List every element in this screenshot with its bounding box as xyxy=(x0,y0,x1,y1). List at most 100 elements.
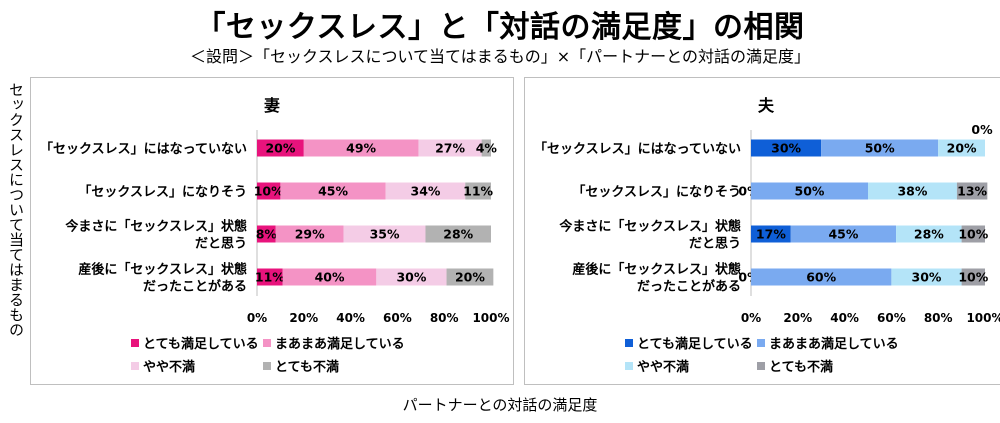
husband-category-label: 産後に「セックスレス」状態だったことがある xyxy=(572,262,741,295)
husband-category-label: 「セックスレス」にはなっていない xyxy=(534,141,741,157)
husband-data-label: 10% xyxy=(958,227,988,242)
husband-legend-swatch xyxy=(625,339,633,347)
husband-legend-swatch xyxy=(757,339,765,347)
husband-legend-item: とても満足している xyxy=(625,337,753,353)
wife-x-tick-label: 20% xyxy=(289,311,318,325)
wife-legend-item: やや不満 xyxy=(131,360,195,376)
wife-bar-segment xyxy=(385,182,466,200)
husband-data-label: 30% xyxy=(912,270,942,285)
wife-data-label: 20% xyxy=(455,270,485,285)
wife-data-label: 4% xyxy=(476,141,498,156)
husband-data-label: 20% xyxy=(947,141,977,156)
chart-subtitle: ＜設問＞「セックスレスについて当てはまるもの」×「パートナーとの対話の満足度」 xyxy=(190,47,810,66)
wife-data-label: 10% xyxy=(254,184,284,199)
husband-bar-chart: 「セックスレス」にはなっていない 30% 50% 20% 0% 「セックスレス」になりそう… xyxy=(534,122,1000,325)
wife-data-label: 29% xyxy=(295,227,325,242)
wife-chart-title: 妻 xyxy=(263,96,280,115)
husband-x-tick-label: 100% xyxy=(966,311,1000,325)
wife-bar-segment xyxy=(257,268,283,286)
husband-legend-label: とても満足している xyxy=(637,337,753,352)
wife-data-label: 11% xyxy=(463,184,493,199)
wife-legend-label: やや不満 xyxy=(143,360,196,375)
wife-data-label: 20% xyxy=(265,141,295,156)
husband-data-label: 30% xyxy=(771,141,801,156)
wife-bar-segment xyxy=(257,139,304,157)
husband-x-tick-label: 20% xyxy=(783,311,812,325)
husband-legend-label: とても不満 xyxy=(769,360,833,375)
husband-bar-segment xyxy=(938,139,985,157)
husband-x-tick-label: 80% xyxy=(924,311,953,325)
husband-legend-item: とても不満 xyxy=(757,360,833,376)
wife-category-label: 産後に「セックスレス」状態だったことがある xyxy=(78,262,247,295)
wife-bar-segment xyxy=(446,268,494,286)
husband-bar-segment xyxy=(961,268,985,286)
husband-bar-segment xyxy=(961,225,985,243)
husband-bar-segment xyxy=(790,225,897,243)
wife-bar-segment xyxy=(465,182,491,200)
wife-data-label: 49% xyxy=(346,141,376,156)
husband-bar-segment xyxy=(891,268,962,286)
husband-data-label: 10% xyxy=(958,270,988,285)
husband-data-label: 0% xyxy=(971,122,993,137)
wife-bar-segment xyxy=(343,225,426,243)
wife-legend-swatch xyxy=(131,362,139,370)
wife-chart-panel: 妻 「セックスレス」にはなっていない 20% 49% 27% 4% 「セックスレス」になり… xyxy=(30,77,514,385)
wife-x-tick-label: 100% xyxy=(472,311,509,325)
wife-data-label: 34% xyxy=(411,184,441,199)
wife-data-label: 45% xyxy=(318,184,348,199)
wife-x-tick-label: 80% xyxy=(430,311,459,325)
wife-legend-label: とても満足している xyxy=(143,337,259,352)
wife-bar-segment xyxy=(425,225,491,243)
husband-bar-segment xyxy=(751,182,868,200)
wife-data-label: 30% xyxy=(396,270,426,285)
wife-bar-segment xyxy=(275,225,344,243)
wife-bar-segment xyxy=(282,268,377,286)
wife-data-label: 40% xyxy=(315,270,345,285)
wife-bar-segment xyxy=(481,139,491,157)
chart-title: 「セックスレス」と「対話の満足度」の相関 xyxy=(195,10,805,45)
husband-data-label: 38% xyxy=(897,184,927,199)
husband-bar-segment xyxy=(751,139,822,157)
husband-data-label: 13% xyxy=(957,184,987,199)
wife-data-label: 11% xyxy=(255,270,285,285)
husband-data-label: 28% xyxy=(914,227,944,242)
husband-data-label: 50% xyxy=(865,141,895,156)
wife-legend-swatch xyxy=(131,339,139,347)
husband-x-tick-label: 40% xyxy=(830,311,859,325)
wife-bar-segment xyxy=(280,182,386,200)
husband-data-label: 60% xyxy=(806,270,836,285)
husband-bar-segment xyxy=(868,182,957,200)
wife-legend-item: まあまあ満足している xyxy=(263,337,405,353)
wife-bar-chart: 「セックスレス」にはなっていない 20% 49% 27% 4% 「セックスレス」になりそう… xyxy=(40,130,510,325)
wife-bar-segment xyxy=(303,139,419,157)
wife-data-label: 8% xyxy=(256,227,278,242)
husband-data-label: 50% xyxy=(795,184,825,199)
wife-bar-segment xyxy=(257,225,276,243)
wife-bar-segment xyxy=(257,182,281,200)
wife-legend-item: とても不満 xyxy=(263,360,339,376)
husband-bar-segment xyxy=(751,268,892,286)
husband-category-label: 今まさに「セックスレス」状態だと思う xyxy=(558,219,741,252)
wife-x-tick-label: 0% xyxy=(247,311,267,325)
husband-legend: とても満足している まあまあ満足しているやや不満 とても不満 xyxy=(525,330,1000,380)
husband-x-tick-label: 60% xyxy=(877,311,906,325)
husband-bar-segment xyxy=(896,225,962,243)
husband-bar-segment xyxy=(751,225,791,243)
husband-x-tick-label: 0% xyxy=(741,311,761,325)
wife-category-label: 今まさに「セックスレス」状態だと思う xyxy=(64,219,247,252)
husband-legend-swatch xyxy=(757,362,765,370)
husband-data-label: 17% xyxy=(756,227,786,242)
husband-bar-segment xyxy=(956,182,988,200)
wife-legend-swatch xyxy=(263,339,271,347)
husband-legend-label: まあまあ満足している xyxy=(769,337,899,352)
husband-legend-label: やや不満 xyxy=(637,360,690,375)
wife-category-label: 「セックスレス」にはなっていない xyxy=(40,141,247,157)
husband-legend-item: やや不満 xyxy=(625,360,689,376)
wife-data-label: 35% xyxy=(370,227,400,242)
wife-x-tick-label: 60% xyxy=(383,311,412,325)
husband-chart-title: 夫 xyxy=(757,96,774,115)
y-axis-label: セックスレスについて当てはまるもの xyxy=(7,82,25,337)
husband-legend-item: まあまあ満足している xyxy=(757,337,899,353)
wife-legend-label: まあまあ満足している xyxy=(275,337,405,352)
husband-data-label: 45% xyxy=(828,227,858,242)
